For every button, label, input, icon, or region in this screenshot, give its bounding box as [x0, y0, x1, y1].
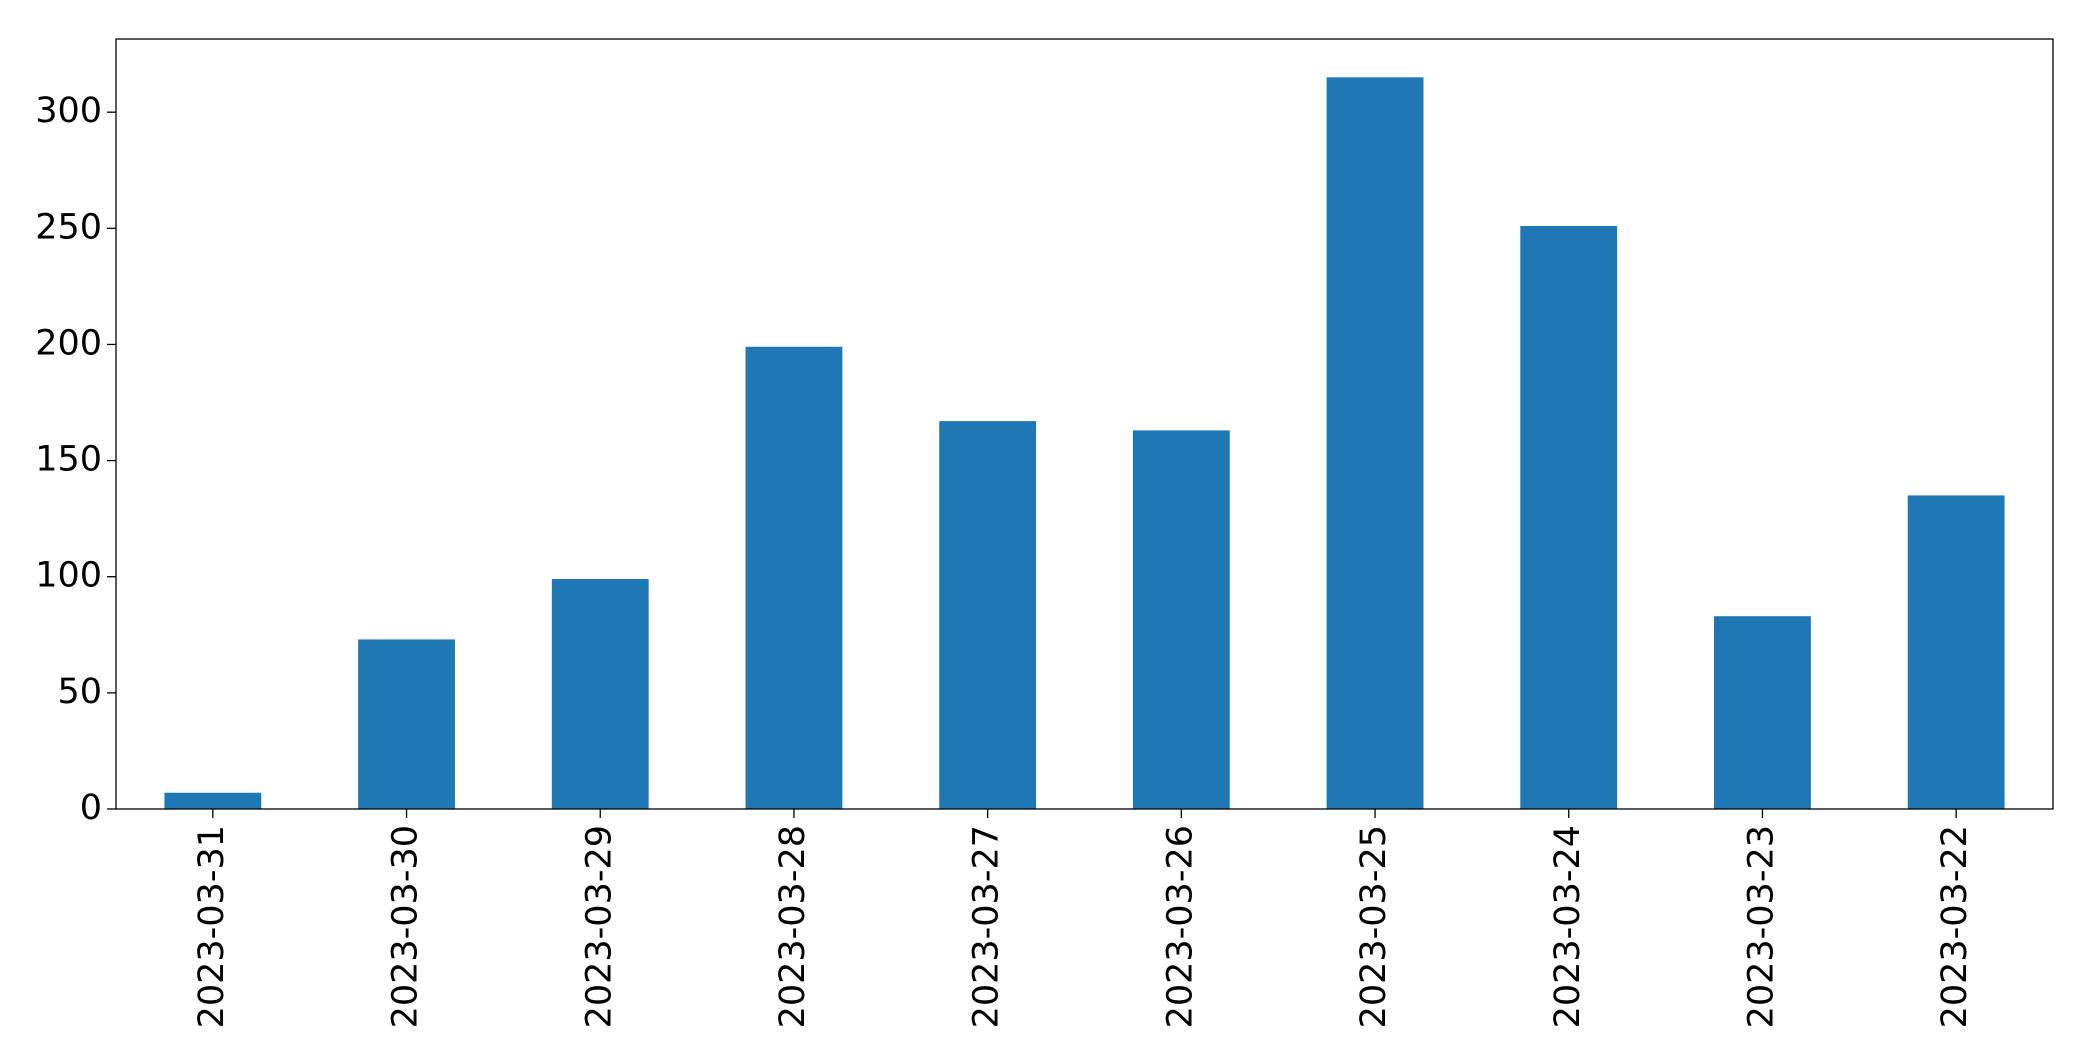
x-tick-label: 2023-03-24	[1548, 825, 1588, 1028]
bar	[164, 792, 262, 809]
bar	[358, 639, 455, 809]
bar	[551, 579, 649, 809]
y-tick-label: 250	[35, 207, 102, 247]
bar	[1326, 77, 1424, 809]
x-tick-label: 2023-03-28	[773, 825, 813, 1028]
x-tick-label: 2023-03-26	[1160, 825, 1200, 1028]
bar	[745, 346, 843, 809]
y-tick-label: 300	[35, 91, 102, 131]
x-tick-label: 2023-03-31	[192, 825, 232, 1028]
bar	[1714, 616, 1811, 809]
bar	[939, 421, 1037, 809]
y-tick-label: 150	[35, 440, 102, 480]
x-tick-label: 2023-03-29	[579, 825, 619, 1028]
axes-frame	[115, 38, 2054, 810]
y-tick-label: 0	[80, 788, 102, 828]
x-tick-label: 2023-03-23	[1741, 825, 1781, 1028]
bar	[1132, 430, 1230, 809]
x-tick-label: 2023-03-22	[1935, 825, 1975, 1028]
x-tick-label: 2023-03-25	[1354, 825, 1394, 1028]
x-tick-label: 2023-03-27	[967, 825, 1007, 1028]
y-tick-label: 200	[35, 323, 102, 363]
y-tick-label: 100	[35, 556, 102, 596]
bar	[1907, 495, 2005, 809]
y-tick-label: 50	[57, 672, 102, 712]
x-tick-label: 2023-03-30	[386, 825, 426, 1028]
bar	[1520, 225, 1618, 810]
